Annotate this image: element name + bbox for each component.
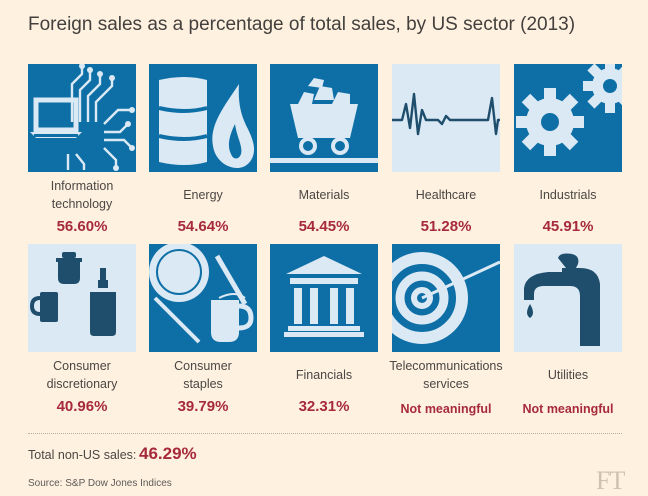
sector-label-line: Consumer [53,359,111,373]
sector-label: Energy [141,186,265,204]
sector-label: Materials [262,186,386,204]
sector-label: Healthcare [384,186,508,204]
sector-label: Information technology [20,177,144,213]
sector-grid: Information technology 56.60% Energy 54.64%… [28,64,622,424]
sector-label-line: technology [51,197,113,211]
sector-cell: Utilities Not meaningful [514,244,622,416]
kitchen-containers-icon [28,244,136,352]
divider [28,433,622,434]
sector-cell: Healthcare 51.28% [392,64,500,235]
bank-building-icon [270,244,378,352]
mine-cart-icon [270,64,378,172]
chart-title: Foreign sales as a percentage of total s… [28,14,576,35]
heartbeat-icon [392,64,500,172]
sector-cell: Industrials 45.91% [514,64,622,235]
sector-cell: Consumer discretionary 40.96% [28,244,136,415]
sector-value: 54.64% [177,218,229,235]
sector-label-line: Financials [295,368,353,382]
sector-label-line: Consumer [174,359,232,373]
sector-value: Not meaningful [400,402,492,416]
sector-value: 39.79% [177,398,229,415]
sector-label-line: Energy [183,188,223,202]
sector-label: Utilities [506,366,630,384]
source-note: Source: S&P Dow Jones Indices [28,478,172,489]
sector-label-line: services [423,377,469,391]
sector-label-line: Industrials [539,188,597,202]
sector-value: 45.91% [542,218,594,235]
sector-label: Industrials [506,186,630,204]
sector-cell: Energy 54.64% [149,64,257,235]
sector-cell: Materials 54.45% [270,64,378,235]
sector-label: Consumer discretionary [20,357,144,393]
laptop-circuit-icon [28,64,136,172]
radar-signal-icon [392,244,500,352]
sector-value: 56.60% [56,218,108,235]
sector-value: 54.45% [298,218,350,235]
total-label: Total non-US sales: [28,448,137,462]
sector-label-line: Materials [298,188,350,202]
sector-label-line: Healthcare [415,188,477,202]
sector-label-line: Utilities [547,368,589,382]
water-tap-icon [514,244,622,352]
oil-barrel-flame-icon [149,64,257,172]
sector-label-line: staples [183,377,223,391]
sector-label-line: Telecommunications [389,359,503,373]
sector-value: Not meaningful [522,402,614,416]
sector-value: 40.96% [56,398,108,415]
sector-cell: Financials 32.31% [270,244,378,415]
sector-label-line: Information [50,179,114,193]
gears-icon [514,64,622,172]
sector-value: 51.28% [420,218,472,235]
plate-cutlery-mug-icon [149,244,257,352]
total-value: 46.29% [139,444,197,463]
sector-label: Telecommunications services [384,357,508,393]
sector-label-line: discretionary [46,377,118,391]
sector-cell: Consumer staples 39.79% [149,244,257,415]
ft-logo: FT [596,466,625,495]
sector-cell: Information technology 56.60% [28,64,136,235]
sector-value: 32.31% [298,398,350,415]
sector-label: Consumer staples [141,357,265,393]
sector-cell: Telecommunications services Not meaningful [389,244,503,416]
sector-label: Financials [262,366,386,384]
